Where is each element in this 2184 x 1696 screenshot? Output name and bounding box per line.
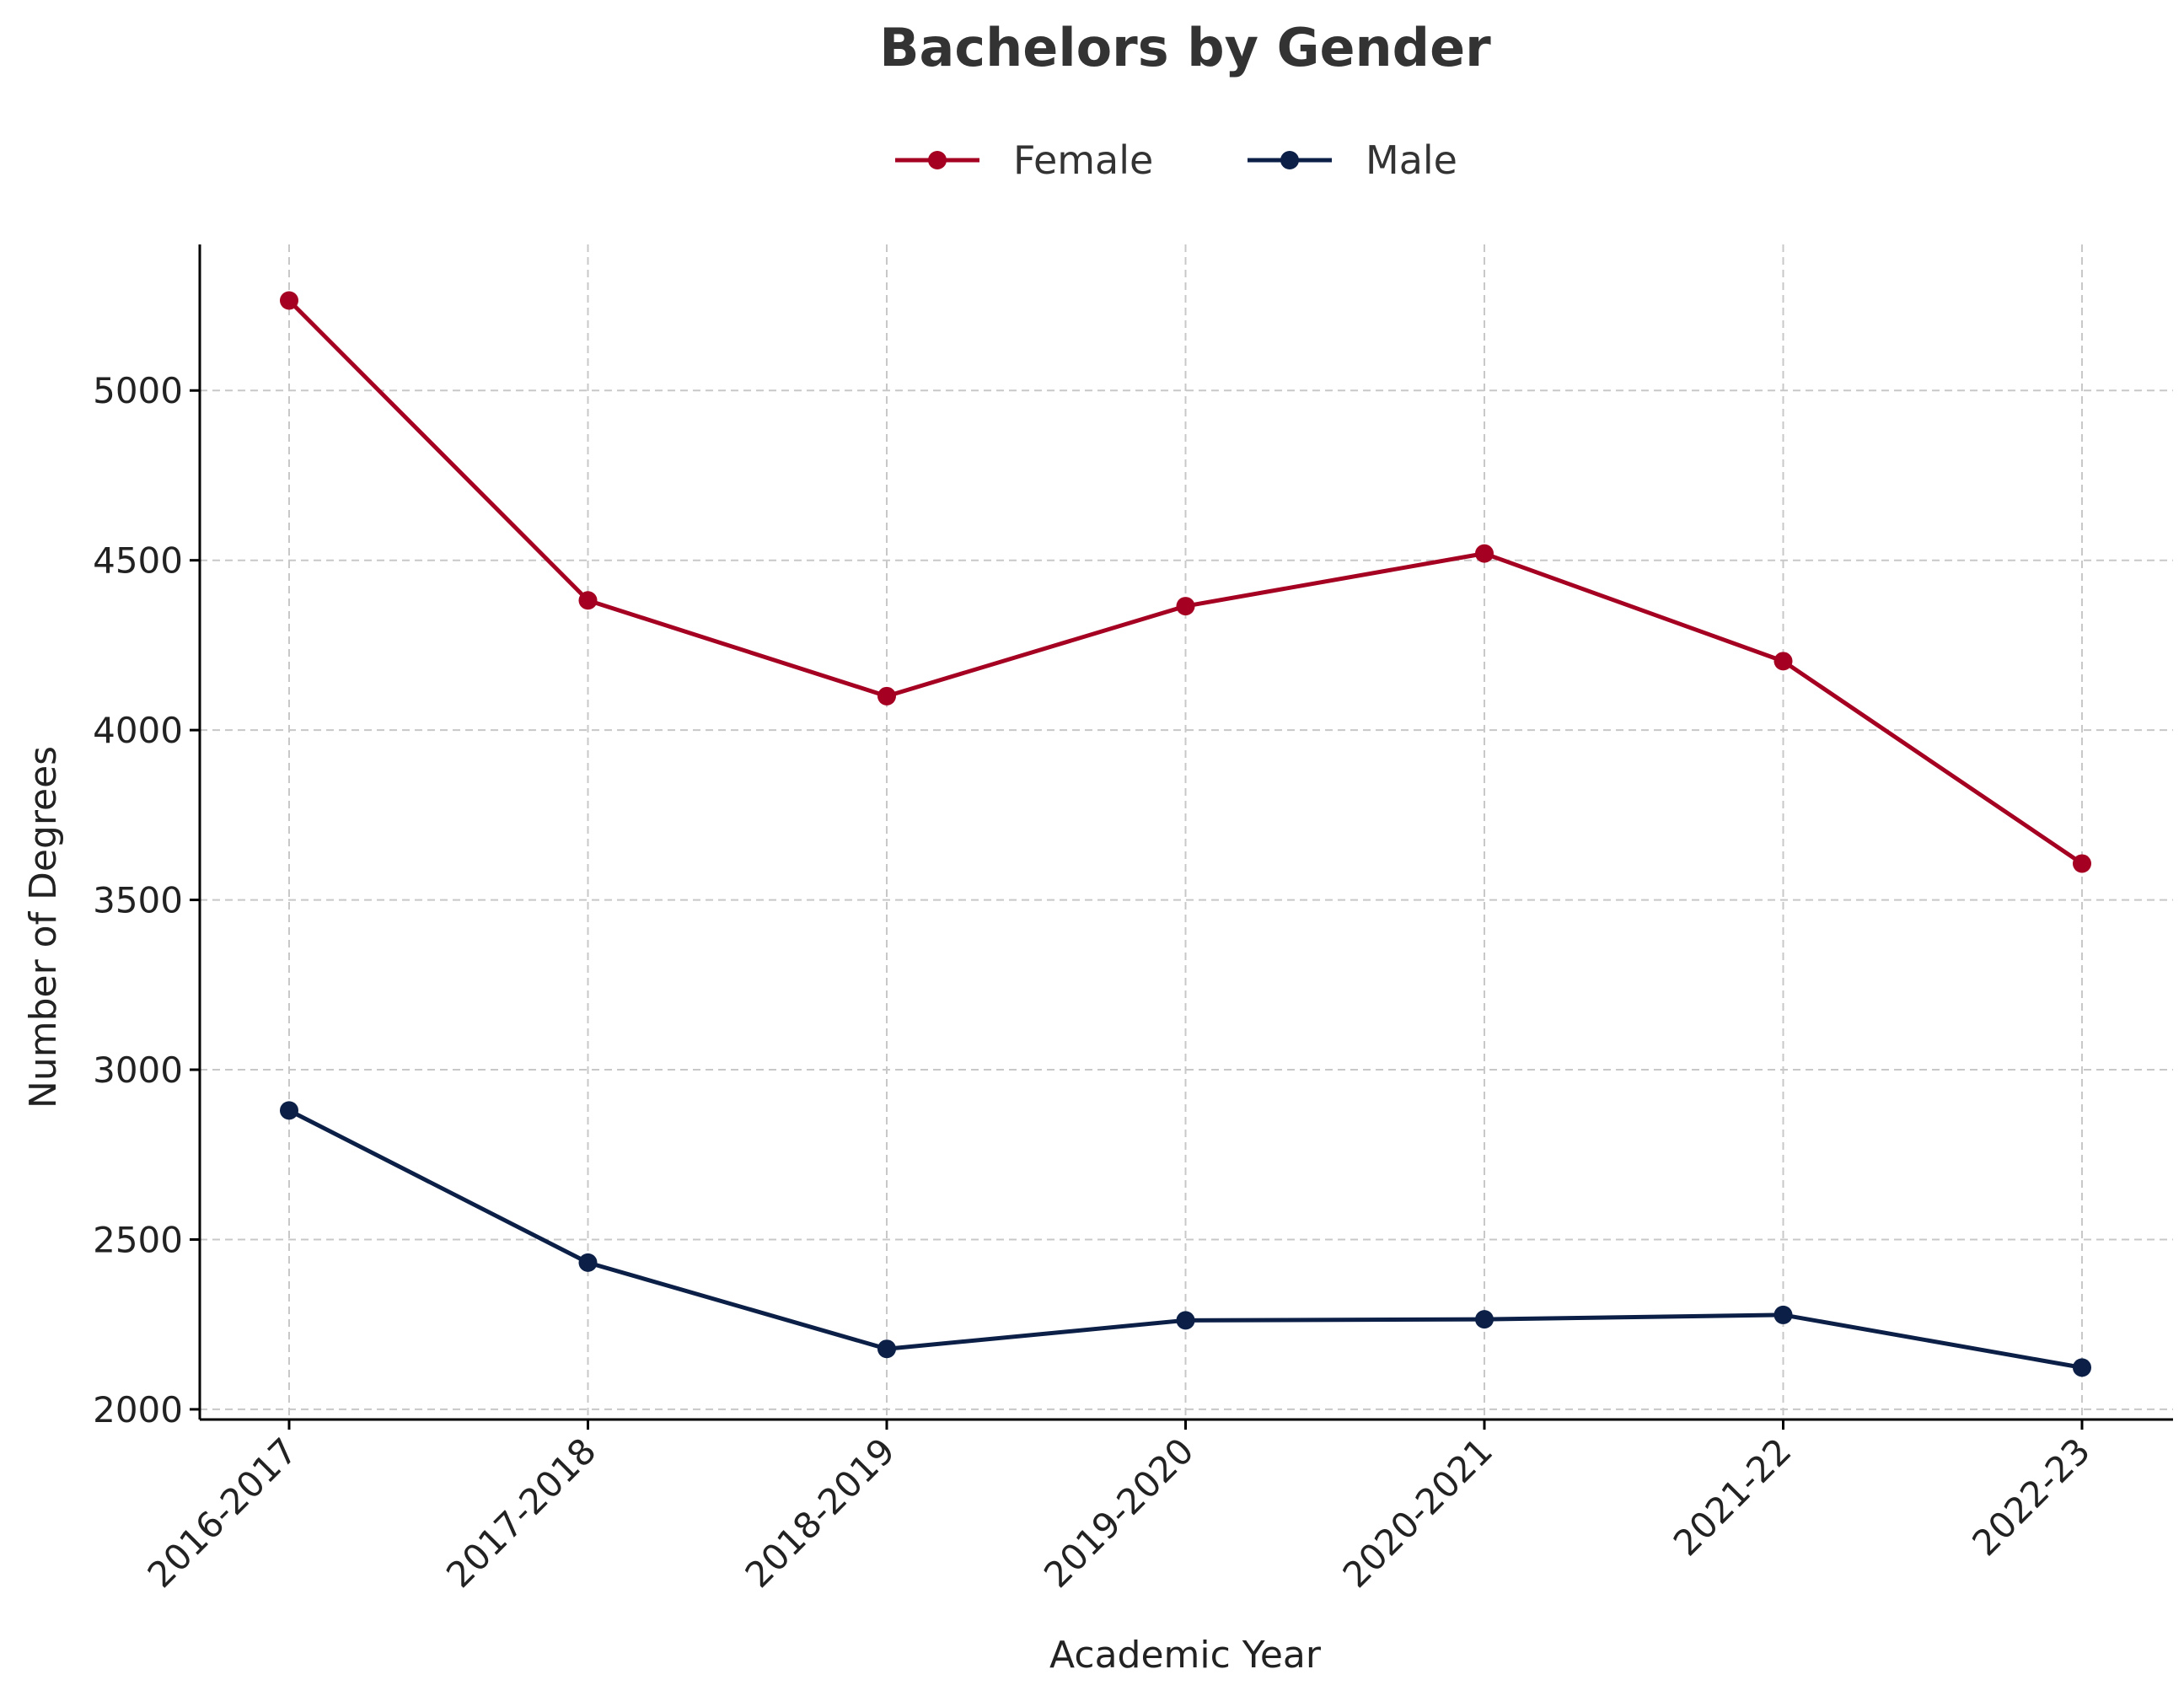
- legend-marker: [1280, 151, 1299, 169]
- data-point: [1176, 1311, 1195, 1330]
- y-tick-label: 5000: [93, 370, 183, 411]
- legend-item-male: Male: [1248, 137, 1457, 183]
- data-point: [280, 1101, 298, 1120]
- y-axis-label: Number of Degrees: [22, 746, 65, 1108]
- y-tick-label: 3500: [93, 880, 183, 921]
- data-point: [1475, 1310, 1494, 1329]
- data-point: [1176, 597, 1195, 616]
- legend: Female Male: [895, 137, 1457, 183]
- data-point: [2073, 1358, 2091, 1377]
- grid: [200, 244, 2173, 1420]
- data-point: [1773, 652, 1793, 671]
- y-tick-label: 2500: [93, 1219, 183, 1260]
- data-point: [578, 591, 598, 610]
- data-point: [280, 291, 298, 310]
- x-tick-label: 2017-2018: [438, 1430, 604, 1596]
- series: [280, 291, 2091, 1377]
- y-tick-label: 3000: [93, 1049, 183, 1091]
- tick-labels: 2000 2500 3000 3500 4000 4500 5000 2016-2017 201…: [93, 370, 2098, 1596]
- x-axis-label: Academic Year: [1049, 1634, 1322, 1677]
- series-male: [280, 1101, 2091, 1377]
- x-tick-label: 2016-2017: [140, 1430, 306, 1596]
- y-tick-label: 4500: [93, 540, 183, 582]
- series-female: [280, 291, 2091, 873]
- axes: [190, 244, 2173, 1430]
- data-point: [877, 686, 896, 706]
- y-tick-label: 4000: [93, 710, 183, 751]
- x-tick-label: 2020-2021: [1335, 1430, 1501, 1596]
- data-point: [2073, 854, 2091, 873]
- data-point: [578, 1253, 598, 1272]
- legend-label: Male: [1366, 137, 1457, 183]
- x-tick-label: 2018-2019: [738, 1430, 904, 1596]
- x-tick-label: 2021-22: [1666, 1430, 1800, 1564]
- chart-title: Bachelors by Gender: [879, 17, 1491, 78]
- legend-marker: [928, 151, 947, 169]
- data-point: [1773, 1305, 1793, 1324]
- x-tick-label: 2019-2020: [1036, 1430, 1202, 1596]
- x-tick-label: 2022-23: [1964, 1430, 2098, 1564]
- data-point: [877, 1339, 896, 1359]
- data-point: [1475, 544, 1494, 563]
- legend-item-female: Female: [895, 137, 1153, 183]
- legend-label: Female: [1013, 137, 1153, 183]
- y-tick-label: 2000: [93, 1389, 183, 1430]
